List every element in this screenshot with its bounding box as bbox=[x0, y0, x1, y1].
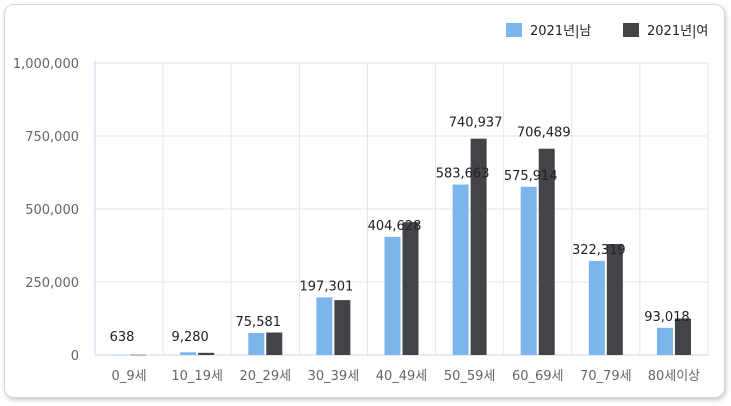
x-tick-label: 40_49세 bbox=[376, 369, 428, 384]
data-label: 740,937 bbox=[449, 116, 503, 131]
x-tick-label: 30_39세 bbox=[308, 369, 360, 384]
bar-male[interactable] bbox=[384, 236, 401, 355]
x-tick-label: 60_69세 bbox=[512, 369, 564, 384]
bar-male[interactable] bbox=[316, 297, 333, 355]
x-tick-label: 0_9세 bbox=[112, 369, 147, 384]
bar-female[interactable] bbox=[334, 300, 351, 355]
x-tick-label: 20_29세 bbox=[240, 369, 292, 384]
data-label: 638 bbox=[110, 330, 135, 345]
y-tick-label: 0 bbox=[71, 349, 79, 364]
bar-female[interactable] bbox=[538, 148, 555, 355]
data-label: 197,301 bbox=[300, 279, 354, 294]
legend-swatch[interactable] bbox=[623, 23, 639, 37]
data-label: 9,280 bbox=[172, 330, 209, 345]
data-label: 575,914 bbox=[504, 169, 558, 184]
legend-label: 2021년|여 bbox=[647, 24, 708, 39]
data-label: 583,663 bbox=[436, 167, 490, 182]
bar-female[interactable] bbox=[130, 354, 147, 356]
y-tick-label: 750,000 bbox=[25, 130, 79, 145]
y-tick-label: 500,000 bbox=[25, 203, 79, 218]
bar-male[interactable] bbox=[248, 332, 265, 355]
bar-male[interactable] bbox=[452, 184, 469, 355]
bar-male[interactable] bbox=[180, 352, 197, 355]
legend-swatch[interactable] bbox=[506, 23, 522, 37]
bar-male[interactable] bbox=[656, 327, 673, 355]
legend-label: 2021년|남 bbox=[530, 24, 591, 39]
bar-female[interactable] bbox=[266, 332, 283, 355]
x-tick-label: 80세이상 bbox=[648, 369, 700, 384]
data-label: 706,489 bbox=[517, 126, 571, 141]
y-tick-label: 250,000 bbox=[25, 276, 79, 291]
bar-male[interactable] bbox=[520, 186, 537, 355]
data-label: 404,628 bbox=[368, 219, 422, 234]
bar-female[interactable] bbox=[606, 244, 623, 355]
data-label: 75,581 bbox=[236, 315, 282, 330]
x-tick-label: 10_19세 bbox=[171, 369, 223, 384]
bar-female[interactable] bbox=[198, 352, 215, 355]
bar-male[interactable] bbox=[112, 354, 129, 356]
bar-female[interactable] bbox=[674, 318, 691, 356]
bar-female[interactable] bbox=[402, 222, 419, 355]
x-tick-label: 70_79세 bbox=[580, 369, 632, 384]
data-label: 322,319 bbox=[572, 243, 626, 258]
y-tick-label: 1,000,000 bbox=[13, 57, 79, 72]
bar-female[interactable] bbox=[470, 138, 487, 355]
data-label: 93,018 bbox=[644, 310, 690, 325]
x-tick-label: 50_59세 bbox=[444, 369, 496, 384]
bar-male[interactable] bbox=[588, 260, 605, 355]
